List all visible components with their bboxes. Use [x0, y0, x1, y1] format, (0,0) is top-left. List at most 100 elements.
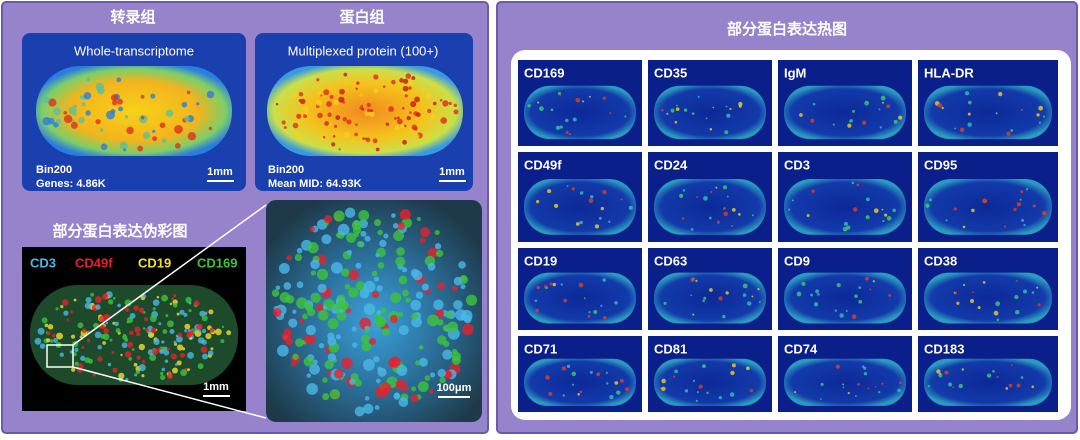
texture-dot — [366, 102, 371, 108]
texture-dot — [306, 383, 318, 395]
texture-dot — [410, 394, 419, 403]
texture-dot — [1023, 223, 1026, 227]
texture-dot — [788, 208, 791, 211]
texture-dot — [77, 322, 84, 329]
texture-dot — [1015, 279, 1018, 282]
texture-dot — [358, 210, 370, 221]
texture-dot — [419, 237, 426, 244]
texture-dot — [898, 381, 902, 385]
texture-dot — [169, 328, 175, 335]
texture-dot — [385, 77, 389, 81]
texture-dot — [81, 102, 86, 107]
texture-dot — [945, 219, 948, 222]
texture-dot — [315, 99, 322, 106]
texture-dot — [159, 122, 166, 129]
texture-dot — [415, 360, 421, 366]
texture-dot — [398, 324, 409, 336]
texture-dot — [892, 208, 896, 213]
texture-dot — [149, 315, 157, 323]
texture-dot — [298, 92, 304, 97]
texture-dot — [34, 337, 42, 345]
texture-dot — [898, 115, 903, 120]
texture-dot — [344, 207, 356, 218]
panel-title: 部分蛋白表达伪彩图 — [52, 222, 187, 240]
texture-dot — [738, 101, 743, 107]
texture-dot — [794, 391, 797, 394]
texture-dot — [675, 107, 680, 112]
texture-dot — [1038, 121, 1041, 124]
texture-dot — [1015, 309, 1020, 315]
texture — [545, 364, 630, 400]
texture-dot — [421, 283, 429, 291]
marker-label: CD183 — [924, 341, 964, 356]
texture-dot — [393, 230, 404, 242]
texture-dot — [292, 122, 299, 129]
texture-dot — [696, 390, 699, 393]
texture-dot — [381, 328, 390, 336]
texture-dot — [609, 394, 614, 400]
texture-dot — [329, 94, 334, 100]
texture-dot — [173, 340, 177, 344]
texture-dot — [360, 230, 367, 237]
texture-dot — [559, 125, 563, 129]
texture-dot — [729, 107, 732, 111]
texture-dot — [411, 386, 417, 392]
texture-dot — [62, 299, 69, 306]
texture-dot — [305, 324, 316, 336]
texture-dot — [869, 288, 872, 291]
texture-dot — [360, 104, 364, 108]
texture-dot — [986, 373, 992, 378]
texture-dot — [703, 296, 707, 300]
texture-dot — [110, 94, 118, 102]
texture-dot — [354, 406, 365, 417]
texture-dot — [995, 301, 1001, 307]
texture-dot — [95, 304, 101, 310]
texture-dot — [437, 282, 445, 290]
texture-dot — [602, 96, 606, 100]
texture-dot — [197, 363, 204, 370]
tissue-image — [924, 85, 1052, 140]
marker-label: CD24 — [654, 157, 688, 172]
texture-dot — [817, 293, 820, 296]
texture-dot — [568, 132, 572, 136]
texture-dot — [85, 296, 92, 304]
texture-dot — [59, 352, 64, 357]
stat-label: Mean MID: 64.93K — [268, 178, 362, 190]
texture-dot — [399, 78, 404, 83]
texture-dot — [184, 329, 188, 333]
texture-dot — [332, 134, 336, 138]
texture-dot — [852, 207, 858, 212]
texture-dot — [167, 347, 170, 351]
texture-dot — [559, 94, 562, 96]
texture-dot — [865, 197, 870, 202]
texture-dot — [90, 292, 95, 297]
texture-dot — [440, 117, 447, 124]
texture-dot — [165, 314, 169, 318]
texture-dot — [836, 282, 841, 288]
texture-dot — [414, 116, 419, 121]
texture-dot — [275, 285, 281, 291]
texture-dot — [56, 118, 62, 124]
texture-dot — [97, 356, 103, 362]
texture-dot — [417, 381, 429, 392]
texture-dot — [126, 320, 130, 324]
texture-dot — [278, 262, 290, 274]
texture-dot — [296, 113, 302, 119]
texture-dot — [854, 395, 857, 398]
texture-dot — [410, 101, 417, 108]
texture — [661, 95, 743, 135]
texture-dot — [661, 108, 664, 112]
texture-dot — [379, 382, 392, 394]
texture-dot — [884, 213, 888, 217]
texture-dot — [881, 382, 884, 385]
texture-dot — [395, 256, 406, 267]
texture-dot — [180, 369, 188, 377]
texture-dot — [81, 328, 87, 334]
texture-dot — [726, 113, 731, 118]
texture-dot — [624, 115, 627, 118]
texture-dot — [602, 278, 607, 282]
texture-dot — [95, 118, 101, 125]
texture-dot — [961, 368, 965, 371]
texture-dot — [424, 375, 431, 381]
